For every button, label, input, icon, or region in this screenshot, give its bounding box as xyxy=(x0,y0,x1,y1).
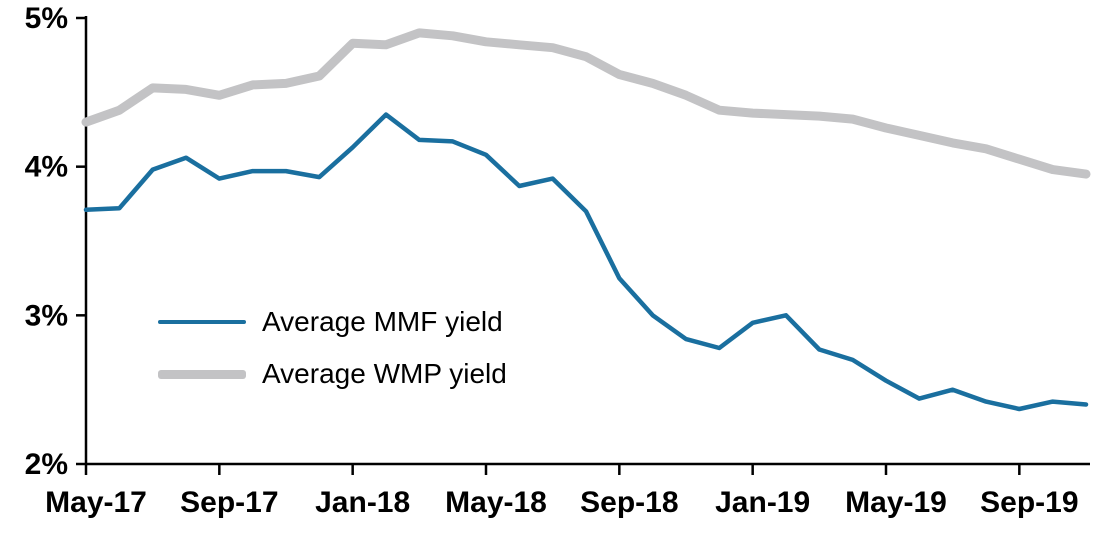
svg-text:Jan-19: Jan-19 xyxy=(715,486,810,519)
wmp-line-swatch xyxy=(158,369,246,379)
svg-text:Jan-18: Jan-18 xyxy=(315,486,410,519)
svg-text:3%: 3% xyxy=(25,299,68,332)
svg-text:Sep-19: Sep-19 xyxy=(980,486,1078,519)
mmf-line-swatch xyxy=(158,319,246,325)
svg-text:May-18: May-18 xyxy=(445,486,547,519)
svg-text:4%: 4% xyxy=(25,151,68,184)
legend-label-mmf: Average MMF yield xyxy=(262,306,503,337)
chart-legend: Average MMF yield Average WMP yield xyxy=(158,308,507,388)
legend-item-wmp: Average WMP yield xyxy=(158,360,507,388)
svg-text:Sep-17: Sep-17 xyxy=(180,486,278,519)
svg-text:Sep-18: Sep-18 xyxy=(580,486,678,519)
legend-label-wmp: Average WMP yield xyxy=(262,358,507,389)
svg-text:May-19: May-19 xyxy=(845,486,947,519)
svg-text:2%: 2% xyxy=(25,448,68,481)
svg-text:5%: 5% xyxy=(25,2,68,35)
legend-item-mmf: Average MMF yield xyxy=(158,308,507,336)
svg-text:May-17: May-17 xyxy=(45,486,147,519)
